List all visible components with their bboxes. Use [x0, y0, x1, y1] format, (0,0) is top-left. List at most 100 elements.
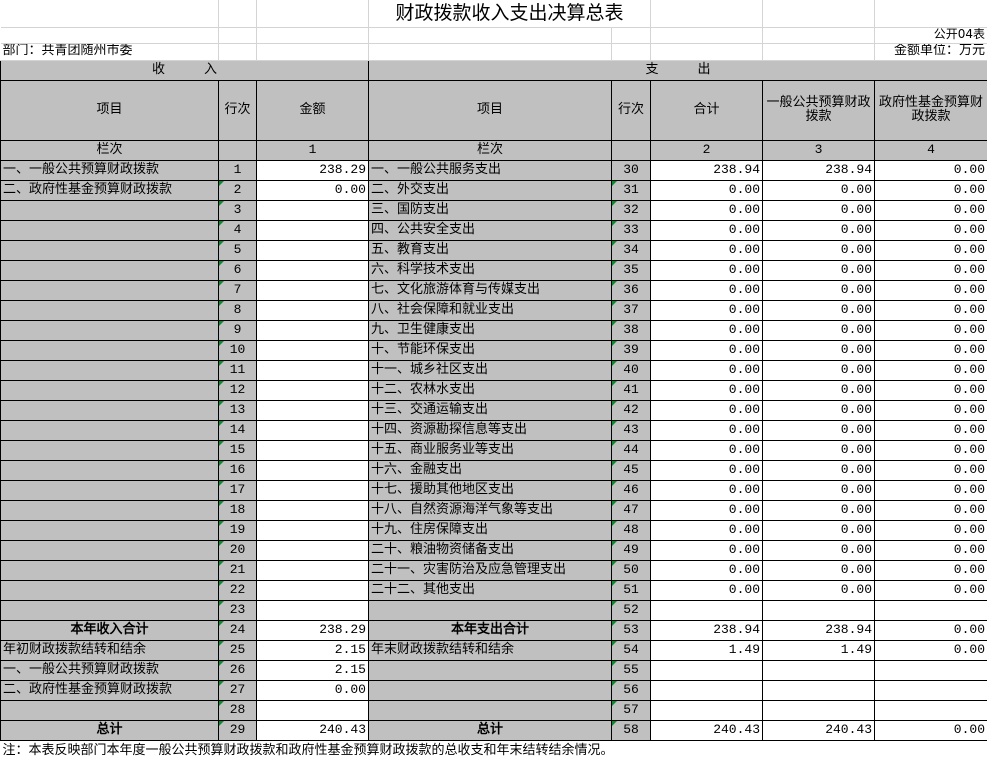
expense-line[interactable]: 37: [610, 299, 652, 321]
income-line[interactable]: 25: [218, 639, 257, 661]
expense-line[interactable]: 40: [610, 359, 652, 381]
fund-budget-amount[interactable]: 0.00: [874, 439, 987, 461]
fund-budget-amount[interactable]: 0.00: [874, 239, 987, 261]
expense-total[interactable]: 0.00: [650, 179, 764, 201]
expense-total[interactable]: 0.00: [650, 219, 764, 241]
income-line[interactable]: 6: [218, 259, 257, 281]
fund-budget-amount[interactable]: 0.00: [874, 319, 987, 341]
expense-item[interactable]: 八、社会保障和就业支出: [368, 299, 612, 321]
fund-budget-amount[interactable]: 0.00: [874, 539, 987, 561]
expense-line[interactable]: 34: [610, 239, 652, 261]
expense-line[interactable]: 58: [610, 719, 652, 741]
expense-item[interactable]: 六、科学技术支出: [368, 259, 612, 281]
fund-budget-amount[interactable]: 0.00: [874, 459, 987, 481]
expense-line[interactable]: 53: [610, 619, 652, 641]
expense-item[interactable]: 二十、粮油物资储备支出: [368, 539, 612, 561]
expense-line[interactable]: 51: [610, 579, 652, 601]
general-budget-amount[interactable]: 0.00: [762, 379, 876, 401]
fund-budget-amount[interactable]: 0.00: [874, 199, 987, 221]
expense-line[interactable]: 36: [610, 279, 652, 301]
expense-total[interactable]: 240.43: [650, 719, 764, 741]
income-line[interactable]: 24: [218, 619, 257, 641]
general-budget-amount[interactable]: 1.49: [762, 639, 876, 661]
fund-budget-amount[interactable]: 0.00: [874, 379, 987, 401]
income-line[interactable]: 13: [218, 399, 257, 421]
cell[interactable]: [611, 43, 652, 61]
cell[interactable]: [218, 0, 257, 28]
expense-total[interactable]: 0.00: [650, 279, 764, 301]
fund-budget-amount[interactable]: 0.00: [874, 719, 987, 741]
fund-budget-amount[interactable]: 0.00: [874, 419, 987, 441]
cell[interactable]: [218, 43, 257, 61]
income-amount[interactable]: 2.15: [256, 659, 369, 681]
income-item[interactable]: [0, 699, 219, 721]
income-item[interactable]: [0, 399, 219, 421]
income-amount[interactable]: [256, 379, 369, 401]
income-item[interactable]: 总计: [0, 719, 219, 741]
expense-line[interactable]: 35: [610, 259, 652, 281]
income-item[interactable]: [0, 439, 219, 461]
income-amount[interactable]: [256, 219, 369, 241]
income-item[interactable]: [0, 279, 219, 301]
income-amount[interactable]: 0.00: [256, 179, 369, 201]
income-item[interactable]: [0, 359, 219, 381]
cell[interactable]: [762, 27, 876, 44]
cell[interactable]: [218, 27, 257, 44]
expense-total[interactable]: 0.00: [650, 359, 764, 381]
income-amount[interactable]: [256, 419, 369, 441]
expense-total[interactable]: 0.00: [650, 339, 764, 361]
expense-total[interactable]: 0.00: [650, 459, 764, 481]
income-line[interactable]: 10: [218, 339, 257, 361]
income-line[interactable]: 22: [218, 579, 257, 601]
income-amount[interactable]: [256, 199, 369, 221]
expense-line[interactable]: 45: [610, 459, 652, 481]
expense-total[interactable]: 0.00: [650, 299, 764, 321]
general-budget-amount[interactable]: 0.00: [762, 559, 876, 581]
expense-total[interactable]: 0.00: [650, 519, 764, 541]
income-amount[interactable]: [256, 439, 369, 461]
general-budget-amount[interactable]: [762, 599, 876, 621]
general-budget-amount[interactable]: 240.43: [762, 719, 876, 741]
expense-line[interactable]: 52: [610, 599, 652, 621]
income-line[interactable]: 12: [218, 379, 257, 401]
general-budget-amount[interactable]: 0.00: [762, 399, 876, 421]
income-amount[interactable]: [256, 239, 369, 261]
expense-item[interactable]: 本年支出合计: [368, 619, 612, 641]
fund-budget-amount[interactable]: 0.00: [874, 259, 987, 281]
income-line[interactable]: 23: [218, 599, 257, 621]
cell[interactable]: [650, 0, 764, 28]
expense-item[interactable]: 十三、交通运输支出: [368, 399, 612, 421]
general-budget-amount[interactable]: 0.00: [762, 539, 876, 561]
expense-item[interactable]: 十、节能环保支出: [368, 339, 612, 361]
income-line[interactable]: 15: [218, 439, 257, 461]
expense-item[interactable]: [368, 599, 612, 621]
fund-budget-amount[interactable]: [874, 659, 987, 681]
income-line[interactable]: 18: [218, 499, 257, 521]
income-amount[interactable]: [256, 579, 369, 601]
expense-item[interactable]: 七、文化旅游体育与传媒支出: [368, 279, 612, 301]
general-budget-amount[interactable]: [762, 659, 876, 681]
expense-item[interactable]: [368, 659, 612, 681]
expense-line[interactable]: 42: [610, 399, 652, 421]
fund-budget-amount[interactable]: [874, 599, 987, 621]
expense-line[interactable]: 41: [610, 379, 652, 401]
income-line[interactable]: 27: [218, 679, 257, 701]
fund-budget-amount[interactable]: 0.00: [874, 159, 987, 181]
general-budget-amount[interactable]: 0.00: [762, 419, 876, 441]
income-line[interactable]: 4: [218, 219, 257, 241]
income-amount[interactable]: [256, 279, 369, 301]
expense-line[interactable]: 54: [610, 639, 652, 661]
expense-total[interactable]: [650, 679, 764, 701]
expense-total[interactable]: 0.00: [650, 499, 764, 521]
expense-total[interactable]: 0.00: [650, 539, 764, 561]
income-item[interactable]: 年初财政拨款结转和结余: [0, 639, 219, 661]
income-line[interactable]: 8: [218, 299, 257, 321]
expense-line[interactable]: 55: [610, 659, 652, 681]
income-item[interactable]: [0, 559, 219, 581]
expense-line[interactable]: 32: [610, 199, 652, 221]
income-item[interactable]: [0, 379, 219, 401]
income-line[interactable]: 26: [218, 659, 257, 681]
expense-total[interactable]: 0.00: [650, 479, 764, 501]
expense-item[interactable]: 二、外交支出: [368, 179, 612, 201]
general-budget-amount[interactable]: 0.00: [762, 299, 876, 321]
